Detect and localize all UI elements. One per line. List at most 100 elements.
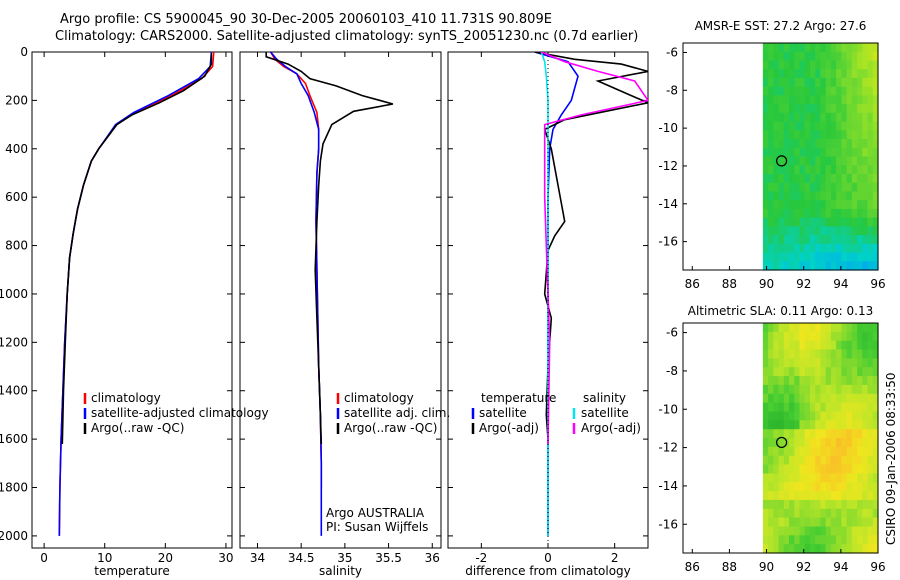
heatmap-cell	[841, 121, 848, 131]
heatmap-cell	[762, 69, 769, 79]
heatmap-cell	[783, 200, 790, 210]
heatmap-cell	[815, 420, 821, 430]
heatmap-cell	[789, 393, 795, 404]
heatmap-cell	[789, 491, 795, 501]
heatmap-cell	[783, 139, 790, 149]
heatmap-cell	[773, 226, 780, 236]
heatmap-cell	[851, 86, 858, 96]
heatmap-cell	[804, 349, 811, 359]
legend-label: climatology	[91, 391, 161, 405]
heatmap-cell	[867, 191, 874, 201]
heatmap-cell	[778, 508, 785, 519]
heatmap-cell	[867, 455, 874, 466]
heatmap-cell	[857, 130, 863, 140]
heatmap-cell	[846, 139, 853, 149]
y-tick-label: 2000	[0, 529, 28, 543]
heatmap-cell	[794, 526, 801, 536]
heatmap-cell	[862, 517, 869, 527]
heatmap-cell	[857, 438, 863, 448]
heatmap-cell	[778, 482, 785, 492]
heatmap-cell	[825, 499, 832, 510]
heatmap-cell	[851, 367, 858, 377]
heatmap-cell	[773, 323, 780, 333]
heatmap-cell	[851, 130, 858, 140]
heatmap-cell	[762, 86, 769, 96]
heatmap-cell	[846, 491, 853, 501]
heatmap-cell	[773, 104, 780, 114]
heatmap-cell	[836, 340, 842, 351]
series-line-2	[58, 52, 213, 536]
heatmap-cell	[778, 51, 785, 61]
heatmap-cell	[762, 261, 769, 271]
heatmap-cell	[841, 323, 848, 333]
heatmap-cell	[810, 340, 816, 351]
heatmap-cell	[862, 208, 869, 219]
heatmap-cell	[872, 200, 879, 210]
heatmap-cell	[778, 331, 785, 342]
heatmap-cell	[830, 455, 837, 466]
heatmap-cell	[768, 331, 774, 342]
x-tick-label: 10	[97, 551, 112, 565]
heatmap-cell	[794, 499, 801, 510]
heatmap-cell	[804, 367, 811, 377]
heatmap-cell	[778, 226, 785, 236]
heatmap-cell	[810, 51, 816, 61]
heatmap-cell	[804, 147, 811, 158]
heatmap-cell	[778, 95, 785, 105]
heatmap-cell	[846, 340, 853, 351]
heatmap-cell	[799, 261, 806, 271]
heatmap-cell	[830, 420, 837, 430]
heatmap-cell	[862, 526, 869, 536]
heatmap-cell	[825, 243, 832, 254]
heatmap-cell	[815, 174, 821, 184]
heatmap-cell	[841, 438, 848, 448]
heatmap-cell	[841, 112, 848, 123]
heatmap-cell	[851, 165, 858, 175]
heatmap-cell	[862, 349, 869, 359]
heatmap-cell	[867, 367, 874, 377]
heatmap-cell	[789, 104, 795, 114]
heatmap-cell	[773, 482, 780, 492]
heatmap-cell	[867, 402, 874, 412]
heatmap-cell	[762, 226, 769, 236]
heatmap-cell	[830, 95, 837, 105]
heatmap-cell	[768, 402, 774, 412]
heatmap-cell	[762, 464, 769, 474]
heatmap-cell	[872, 51, 879, 61]
heatmap-cell	[810, 261, 816, 271]
heatmap-cell	[830, 491, 837, 501]
heatmap-cell	[851, 174, 858, 184]
heatmap-cell	[799, 349, 806, 359]
heatmap-cell	[789, 349, 795, 359]
heatmap-cell	[862, 191, 869, 201]
heatmap-cell	[836, 411, 842, 421]
heatmap-cell	[841, 43, 848, 53]
heatmap-cell	[830, 191, 837, 201]
heatmap-cell	[794, 367, 801, 377]
heatmap-cell	[830, 69, 837, 79]
heatmap-cell	[773, 544, 780, 554]
heatmap-cell	[867, 508, 874, 519]
heatmap-cell	[825, 411, 832, 421]
heatmap-cell	[857, 323, 863, 333]
heatmap-cell	[804, 473, 811, 483]
heatmap-cell	[836, 482, 842, 492]
heatmap-cell	[851, 261, 858, 271]
heatmap-cell	[841, 261, 848, 271]
heatmap-cell	[815, 43, 821, 53]
heatmap-cell	[851, 147, 858, 158]
heatmap-cell	[799, 77, 806, 88]
heatmap-cell	[857, 526, 863, 536]
heatmap-cell	[783, 43, 790, 53]
heatmap-cell	[820, 43, 827, 53]
heatmap-cell	[815, 243, 821, 254]
heatmap-cell	[783, 77, 790, 88]
heatmap-cell	[857, 95, 863, 105]
heatmap-cell	[778, 473, 785, 483]
heatmap-cell	[825, 104, 832, 114]
heatmap-cell	[783, 482, 790, 492]
heatmap-cell	[846, 349, 853, 359]
legend-label: Argo(..raw -QC)	[91, 421, 184, 435]
heatmap-cell	[773, 43, 780, 53]
heatmap-cell	[810, 384, 816, 395]
